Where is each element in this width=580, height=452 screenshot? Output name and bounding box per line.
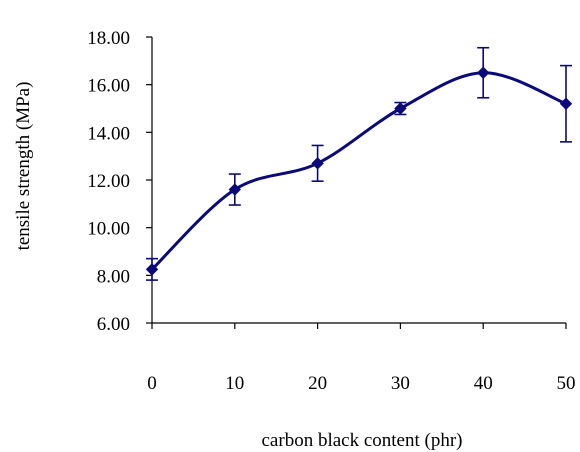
data-point	[228, 183, 242, 196]
x-ticks: 0 10 20 30 40 50	[147, 323, 576, 394]
y-tick-label: 14.00	[87, 123, 130, 144]
x-tick-label: 0	[147, 373, 157, 394]
y-ticks: 6.00 8.00 10.00 12.00 14.00 16.00 18.00	[87, 28, 152, 335]
x-tick-label: 50	[557, 373, 576, 394]
y-axis: 6.00 8.00 10.00 12.00 14.00 16.00 18.00	[87, 28, 153, 335]
y-tick-label: 6.00	[97, 314, 130, 335]
data-point	[476, 66, 490, 79]
y-tick-label: 16.00	[87, 76, 130, 97]
series-layer	[145, 46, 573, 281]
data-point	[145, 263, 159, 276]
x-tick-label: 10	[225, 373, 244, 394]
data-point	[394, 102, 407, 115]
x-tick-label: 30	[391, 373, 410, 394]
y-tick-label: 18.00	[87, 28, 130, 49]
y-tick-label: 10.00	[87, 219, 130, 240]
data-point	[559, 97, 573, 110]
x-tick-label: 20	[308, 373, 327, 394]
y-axis-title: tensile strength (MPa)	[13, 82, 34, 251]
data-point	[311, 157, 324, 170]
x-axis-title: carbon black content (phr)	[262, 430, 463, 451]
series-line	[150, 71, 568, 271]
y-tick-label: 8.00	[97, 266, 130, 287]
y-tick-label: 12.00	[87, 171, 130, 192]
x-axis: 0 10 20 30 40 50	[147, 322, 576, 394]
x-tick-label: 40	[474, 373, 493, 394]
